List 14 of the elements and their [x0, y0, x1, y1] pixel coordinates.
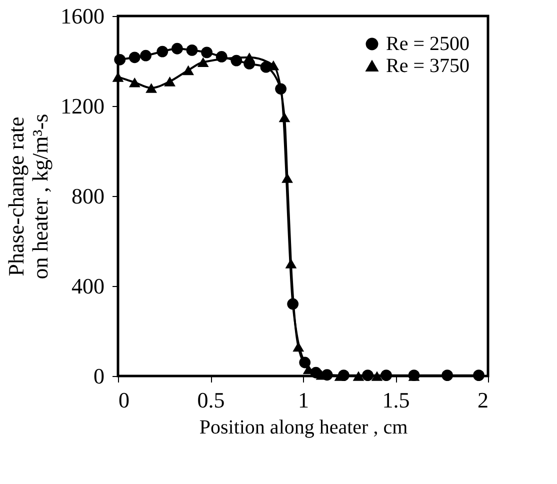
x-tick-label: 1.5	[382, 388, 410, 412]
y-tick-label: 800	[72, 184, 104, 208]
y-tick-label: 400	[72, 274, 104, 298]
legend-label: Re = 2500	[386, 33, 470, 55]
x-tick-label: 1	[298, 388, 309, 412]
legend-label: Re = 3750	[386, 55, 470, 77]
x-tick-label: 2	[478, 388, 488, 412]
y-tick-label: 1600	[60, 4, 104, 28]
x-tick-label: 0.5	[197, 388, 225, 412]
y-tick-label: 0	[94, 364, 104, 388]
y-axis-title: Phase-change rate on heater , kg/m³-s	[4, 114, 52, 280]
y-tick-label: 1200	[60, 94, 104, 118]
x-axis-title: Position along heater , cm	[199, 416, 408, 438]
x-tick-label: 0	[118, 388, 130, 412]
